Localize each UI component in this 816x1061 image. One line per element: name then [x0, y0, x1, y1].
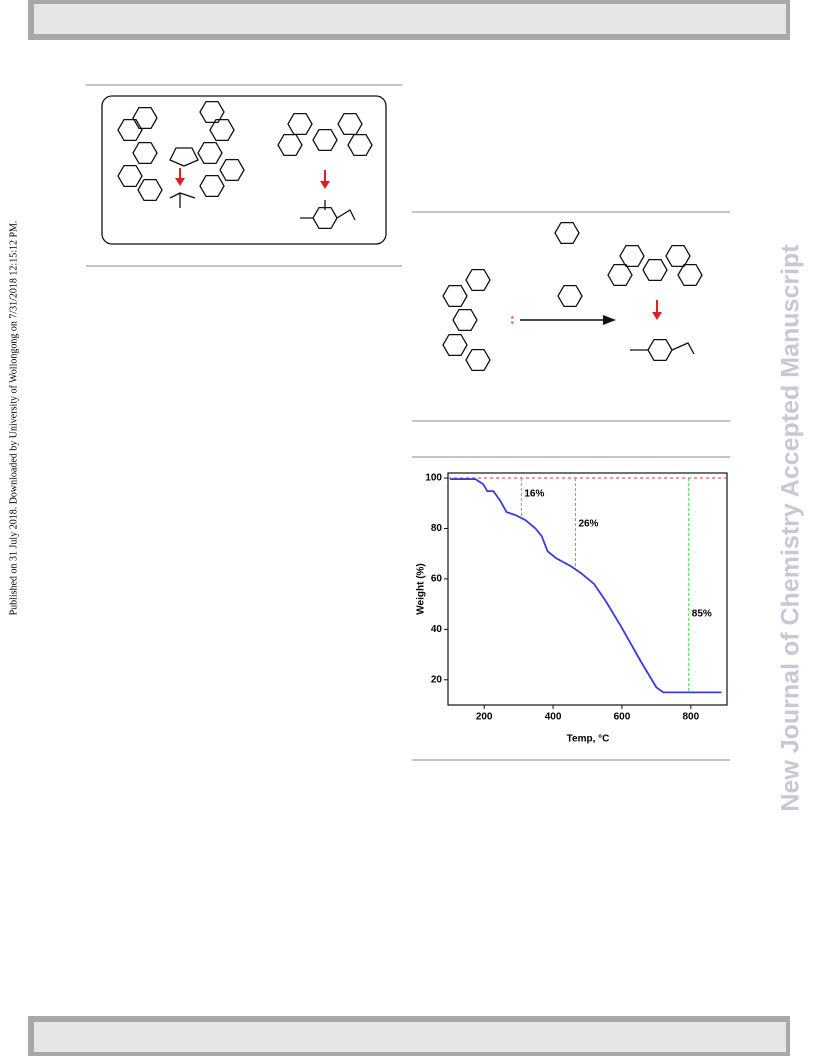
tga-curve — [450, 478, 722, 694]
side-note: Published on 31 July 2018. Downloaded by… — [8, 221, 19, 616]
y-axis-label: Weight (%) — [416, 563, 427, 614]
x-tick-label: 400 — [545, 712, 562, 723]
side-watermark: New Journal of Chemistry Accepted Manusc… — [777, 244, 805, 812]
y-tick-label: 100 — [425, 473, 442, 484]
x-tick-label: 200 — [476, 712, 493, 723]
plot-frame — [447, 472, 728, 706]
x-tick-label: 600 — [614, 712, 631, 723]
scheme: : — [442, 221, 703, 372]
y-tick-label: 80 — [431, 523, 443, 534]
y-tick-label: 40 — [431, 624, 443, 635]
y-tick-label: 20 — [431, 674, 443, 685]
tga-chart: Temp, °C Weight (%) 200 400 600 800 20 40 60 80… — [416, 472, 728, 745]
marker-label: 26% — [578, 519, 598, 530]
header-inner — [34, 4, 786, 34]
figure-box — [101, 95, 387, 245]
lone-pair: : — [510, 311, 515, 327]
structure-a — [117, 100, 245, 208]
footer-inner — [34, 1022, 786, 1052]
y-tick-label: 60 — [431, 574, 443, 585]
marker-label: 16% — [524, 489, 544, 500]
x-tick-label: 800 — [682, 712, 699, 723]
structure-b — [277, 112, 373, 230]
x-axis-label: Temp, °C — [567, 734, 610, 745]
marker-label: 85% — [692, 609, 712, 620]
